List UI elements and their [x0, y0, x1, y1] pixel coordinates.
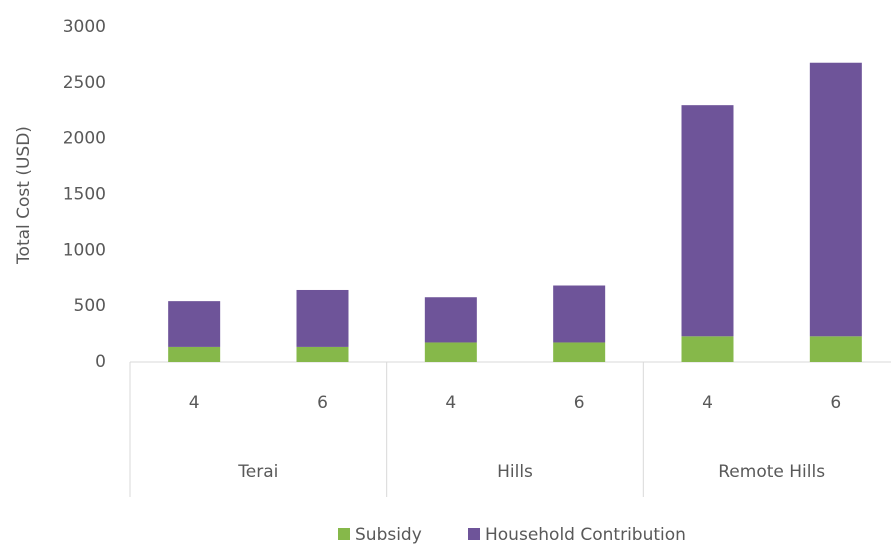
y-axis-label: Total Cost (USD) [14, 126, 34, 265]
group-label: Hills [497, 462, 533, 482]
bar-segment [553, 285, 606, 343]
x-tick-label: 4 [445, 393, 456, 413]
y-tick-label: 2000 [63, 129, 106, 149]
bar-segment [424, 342, 477, 362]
bar-segment [296, 289, 349, 347]
bar-segment [809, 336, 862, 362]
x-tick-label: 6 [574, 393, 585, 413]
bar-segment [681, 336, 734, 362]
legend-label: Subsidy [355, 525, 422, 544]
y-tick-label: 1000 [63, 240, 106, 260]
bar-segment [424, 297, 477, 343]
x-tick-label: 6 [317, 393, 328, 413]
y-tick-label: 500 [74, 296, 106, 316]
group-label: Terai [237, 462, 278, 482]
x-tick-label: 4 [189, 393, 200, 413]
y-tick-label: 2500 [63, 73, 106, 93]
x-tick-label: 4 [702, 393, 713, 413]
legend-swatch [338, 528, 350, 540]
legend-label: Household Contribution [485, 525, 686, 544]
bar-segment [553, 342, 606, 362]
legend-swatch [468, 528, 480, 540]
group-label: Remote Hills [718, 462, 825, 482]
x-tick-label: 6 [830, 393, 841, 413]
bar-segment [296, 346, 349, 362]
bar-segment [681, 105, 734, 337]
y-tick-label: 3000 [63, 17, 106, 37]
y-tick-label: 0 [95, 352, 106, 372]
bar-segment [168, 346, 221, 362]
bar-segment [168, 301, 221, 347]
y-tick-label: 1500 [63, 185, 106, 205]
bar-segment [809, 62, 862, 337]
